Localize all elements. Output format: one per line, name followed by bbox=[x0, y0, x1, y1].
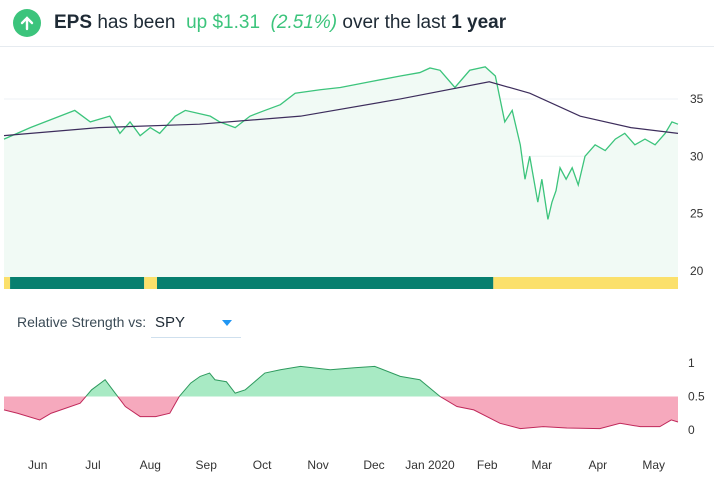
rs-y-tick-label: 0 bbox=[688, 423, 695, 437]
benchmark-value: SPY bbox=[155, 314, 186, 331]
x-tick-label: Feb bbox=[477, 458, 498, 472]
metric-name: EPS bbox=[54, 12, 93, 33]
y-tick-label: 30 bbox=[690, 149, 704, 163]
y-tick-label: 20 bbox=[690, 264, 704, 278]
x-tick-label: Sep bbox=[196, 458, 218, 472]
benchmark-select[interactable]: SPY bbox=[151, 306, 241, 338]
change-amount: $1.31 bbox=[212, 12, 261, 33]
rs-y-tick-label: 1 bbox=[688, 356, 695, 370]
x-tick-label: Apr bbox=[588, 458, 607, 472]
x-tick-label: Jan 2020 bbox=[405, 458, 455, 472]
x-tick-label: Dec bbox=[363, 458, 384, 472]
rs-line-above bbox=[85, 365, 442, 397]
moving-average-line bbox=[3, 81, 679, 137]
x-tick-label: May bbox=[642, 458, 665, 472]
eps-summary-header: EPS has been up $1.31 (2.51%) over the l… bbox=[0, 0, 714, 47]
x-tick-label: Nov bbox=[307, 458, 328, 472]
arrow-up-icon bbox=[13, 9, 41, 37]
x-tick-label: Jul bbox=[85, 458, 100, 472]
has-been-text: has been bbox=[97, 12, 176, 33]
period-text: 1 year bbox=[451, 12, 507, 33]
rs-line-below bbox=[3, 396, 679, 430]
x-tick-label: Jun bbox=[28, 458, 47, 472]
trend-band-teal bbox=[156, 277, 494, 289]
x-tick-label: Mar bbox=[532, 458, 553, 472]
relative-strength-label: Relative Strength vs: bbox=[17, 314, 147, 330]
y-tick-label: 25 bbox=[690, 207, 704, 221]
trend-band-teal bbox=[10, 277, 145, 289]
eps-line bbox=[3, 66, 679, 220]
rs-outperform-area bbox=[4, 366, 678, 397]
eps-headline: EPS has been up $1.31 (2.51%) over the l… bbox=[54, 12, 506, 34]
direction-text: up bbox=[186, 12, 208, 33]
change-percent: (2.51%) bbox=[270, 12, 338, 33]
trend-band-yellow bbox=[493, 277, 678, 289]
trend-band-yellow bbox=[144, 277, 157, 289]
trend-band-yellow bbox=[4, 277, 11, 289]
rs-y-tick-label: 0.5 bbox=[688, 390, 705, 404]
rs-underperform-area bbox=[4, 396, 678, 429]
y-tick-label: 35 bbox=[690, 92, 704, 106]
over-text: over the last bbox=[342, 12, 446, 33]
x-tick-label: Oct bbox=[253, 458, 272, 472]
x-tick-label: Aug bbox=[140, 458, 161, 472]
chevron-down-icon bbox=[222, 320, 232, 326]
